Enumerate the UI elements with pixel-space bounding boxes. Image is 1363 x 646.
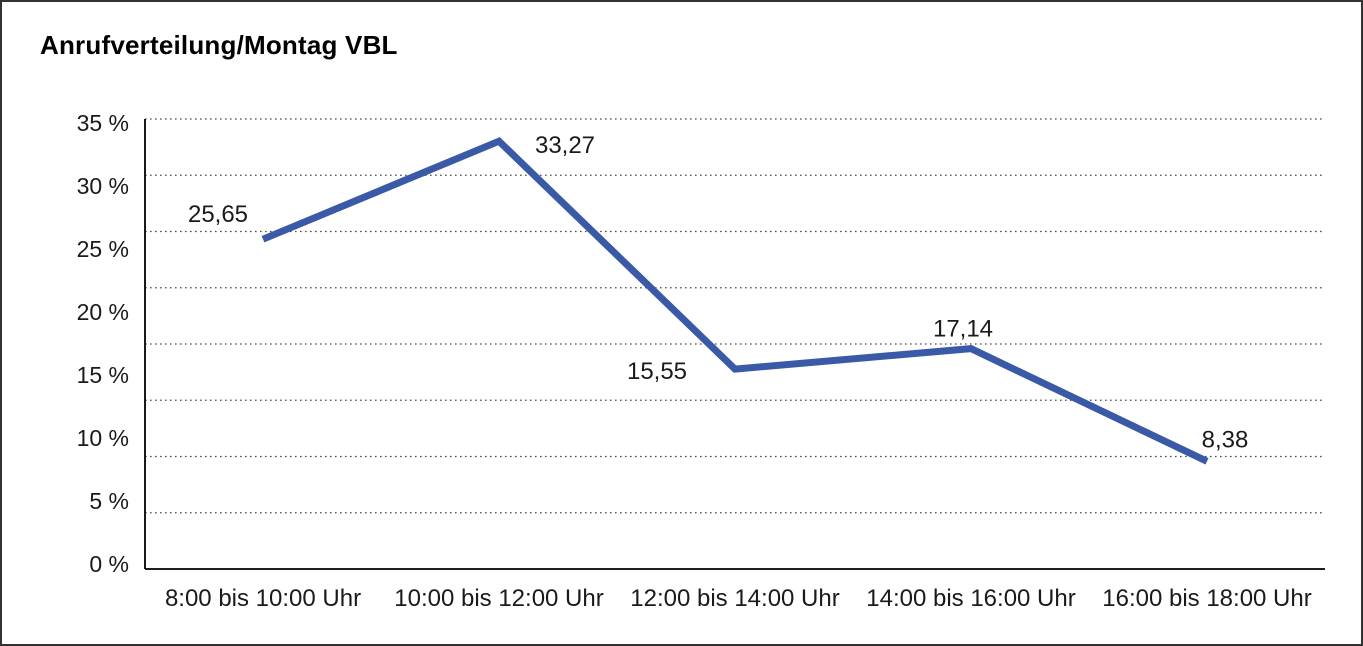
x-category-label: 14:00 bis 16:00 Uhr bbox=[866, 585, 1075, 612]
x-category-label: 8:00 bis 10:00 Uhr bbox=[165, 585, 361, 612]
x-category-label: 12:00 bis 14:00 Uhr bbox=[630, 585, 839, 612]
data-series bbox=[261, 137, 1209, 465]
data-label: 25,65 bbox=[188, 201, 248, 228]
y-tick-labels: 35 % 30 % 25 % 20 % 15 % 10 % 5 % 0 % bbox=[77, 110, 129, 577]
data-point-labels: 25,65 33,27 15,55 17,14 8,38 bbox=[188, 132, 1248, 453]
x-category-labels: 8:00 bis 10:00 Uhr 10:00 bis 12:00 Uhr 12:… bbox=[165, 585, 1312, 612]
y-tick-label: 20 % bbox=[77, 299, 129, 325]
x-category-label: 16:00 bis 18:00 Uhr bbox=[1102, 585, 1311, 612]
y-tick-label: 0 % bbox=[89, 551, 129, 577]
y-tick-label: 15 % bbox=[77, 362, 129, 388]
y-tick-label: 5 % bbox=[89, 488, 129, 514]
x-category-label: 10:00 bis 12:00 Uhr bbox=[394, 585, 603, 612]
gridlines bbox=[145, 118, 1325, 514]
y-tick-label: 35 % bbox=[77, 110, 129, 136]
data-label: 8,38 bbox=[1202, 426, 1249, 453]
y-tick-label: 25 % bbox=[77, 236, 129, 262]
chart-title: Anrufverteilung/Montag VBL bbox=[40, 30, 398, 60]
data-label: 15,55 bbox=[627, 358, 687, 385]
y-tick-label: 30 % bbox=[77, 173, 129, 199]
data-label: 17,14 bbox=[933, 316, 993, 343]
axes bbox=[144, 119, 1325, 570]
y-tick-label: 10 % bbox=[77, 425, 129, 451]
data-label: 33,27 bbox=[535, 132, 595, 159]
data-series-line bbox=[261, 137, 1209, 465]
